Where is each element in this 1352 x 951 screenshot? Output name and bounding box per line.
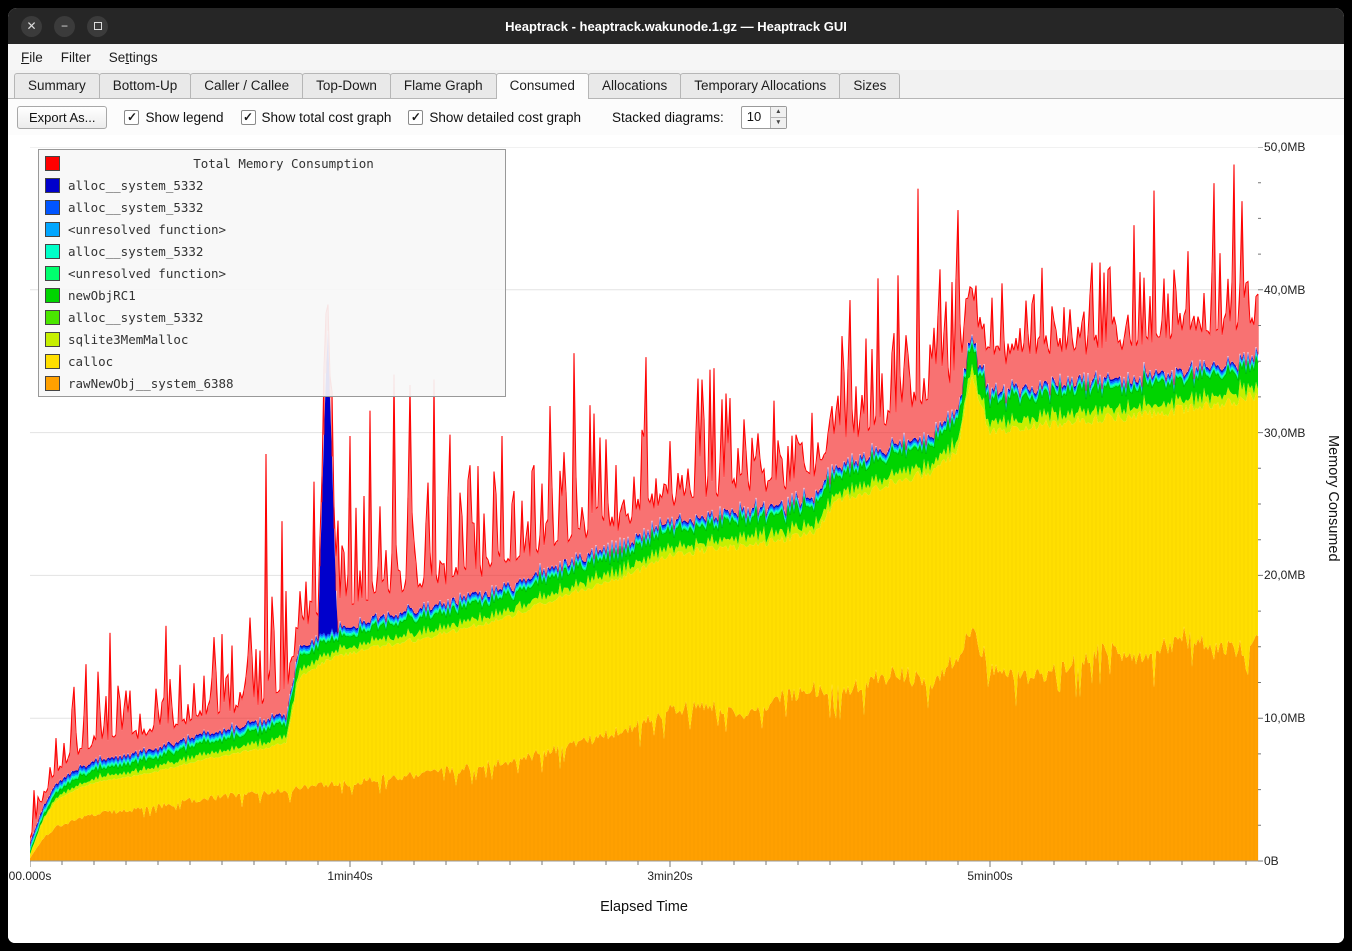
legend-item: newObjRC1: [39, 284, 505, 306]
show-total-cost-graph-checkbox[interactable]: ✓ Show total cost graph: [240, 109, 392, 125]
y-tick-label: 40,0MB: [1264, 282, 1306, 297]
y-axis-title: Memory Consumed: [1325, 434, 1341, 562]
legend-item: calloc: [39, 350, 505, 372]
spinbox-down-arrow[interactable]: ▼: [770, 116, 786, 128]
legend-color-swatch: [45, 265, 60, 281]
show-detailed-cost-graph-checkbox[interactable]: ✓ Show detailed cost graph: [408, 109, 581, 125]
chart-legend: Total Memory Consumption alloc__system_53…: [38, 149, 506, 397]
chart-area: Total Memory Consumption alloc__system_53…: [8, 135, 1344, 943]
legend-item: alloc__system_5332: [39, 306, 505, 328]
legend-item: alloc__system_5332: [39, 174, 505, 196]
spinbox-value: 10: [746, 108, 762, 124]
maximize-button[interactable]: [87, 15, 108, 37]
legend-color-swatch: [45, 353, 60, 369]
legend-label: <unresolved function>: [68, 265, 227, 281]
tab-caller-callee[interactable]: Caller / Callee: [190, 73, 304, 98]
y-tick-label: 30,0MB: [1264, 425, 1306, 440]
legend-label: alloc__system_5332: [68, 199, 204, 215]
x-axis-title: Elapsed Time: [600, 899, 688, 915]
legend-label: sqlite3MemMalloc: [68, 331, 189, 347]
x-tick-label: 1min40s: [327, 869, 373, 883]
y-tick-label: 50,0MB: [1264, 140, 1306, 154]
menu-filter[interactable]: Filter: [60, 49, 91, 65]
stacked-diagrams-spinbox[interactable]: 10 ▲ ▼: [740, 105, 787, 129]
tab-bottom-up[interactable]: Bottom-Up: [98, 73, 192, 98]
legend-label: calloc: [68, 353, 114, 369]
x-tick-label: 00.000s: [8, 869, 52, 883]
toolbar: Export As... ✓ Show legend ✓ Show total cos…: [8, 99, 1344, 135]
checkbox-label: Show legend: [145, 109, 224, 125]
minimize-button[interactable]: −: [54, 15, 75, 37]
tab-flame-graph[interactable]: Flame Graph: [389, 73, 497, 98]
legend-item: rawNewObj__system_6388: [39, 372, 505, 394]
legend-label: newObjRC1: [68, 287, 136, 303]
tab-bar: Summary Bottom-Up Caller / Callee Top-Down F…: [8, 70, 1344, 99]
legend-color-swatch: [45, 199, 60, 215]
tab-allocations[interactable]: Allocations: [587, 73, 682, 98]
tab-top-down[interactable]: Top-Down: [302, 73, 391, 98]
tab-consumed[interactable]: Consumed: [495, 73, 589, 99]
legend-color-swatch: [45, 243, 60, 259]
y-tick-label: 10,0MB: [1264, 711, 1306, 726]
legend-item: <unresolved function>: [39, 262, 505, 284]
legend-item: sqlite3MemMalloc: [39, 328, 505, 350]
legend-label: <unresolved function>: [68, 221, 227, 237]
legend-label: alloc__system_5332: [68, 177, 204, 193]
menu-file[interactable]: File: [21, 49, 43, 65]
show-legend-checkbox[interactable]: ✓ Show legend: [124, 109, 224, 125]
legend-item: alloc__system_5332: [39, 196, 505, 218]
legend-color-swatch: [45, 155, 60, 171]
legend-color-swatch: [45, 221, 60, 237]
checkbox-mark-icon: ✓: [240, 109, 256, 125]
checkbox-label: Show detailed cost graph: [429, 109, 581, 125]
titlebar[interactable]: ✕ − Heaptrack - heaptrack.wakunode.1.gz …: [8, 8, 1344, 44]
y-tick-label: 0B: [1264, 854, 1279, 868]
spinbox-up-arrow[interactable]: ▲: [770, 106, 786, 117]
tab-temporary-allocations[interactable]: Temporary Allocations: [680, 73, 841, 98]
x-tick-label: 5min00s: [967, 869, 1013, 883]
close-button[interactable]: ✕: [21, 15, 42, 37]
legend-item: <unresolved function>: [39, 218, 505, 240]
legend-item: Total Memory Consumption: [39, 152, 505, 174]
export-as-button[interactable]: Export As...: [17, 105, 108, 129]
y-tick-label: 20,0MB: [1264, 568, 1306, 583]
x-tick-label: 3min20s: [647, 869, 693, 883]
menubar: File Filter Settings: [8, 44, 1344, 70]
legend-color-swatch: [45, 309, 60, 325]
legend-color-swatch: [45, 375, 60, 391]
legend-item: alloc__system_5332: [39, 240, 505, 262]
legend-label: alloc__system_5332: [68, 309, 204, 325]
maximize-icon: [93, 22, 102, 30]
checkbox-mark-icon: ✓: [408, 109, 424, 125]
legend-label: rawNewObj__system_6388: [68, 375, 234, 391]
legend-label: alloc__system_5332: [68, 243, 204, 259]
window-title: Heaptrack - heaptrack.wakunode.1.gz — He…: [505, 18, 847, 34]
window-controls: ✕ −: [21, 8, 108, 44]
stacked-diagrams-label: Stacked diagrams:: [611, 109, 724, 125]
legend-color-swatch: [45, 177, 60, 193]
app-window: ✕ − Heaptrack - heaptrack.wakunode.1.gz …: [8, 8, 1344, 943]
legend-title: Total Memory Consumption: [193, 155, 374, 171]
menu-settings[interactable]: Settings: [108, 49, 158, 65]
tab-summary[interactable]: Summary: [14, 73, 100, 98]
checkbox-label: Show total cost graph: [261, 109, 392, 125]
checkbox-mark-icon: ✓: [124, 109, 140, 125]
memory-chart-plot[interactable]: [30, 147, 1266, 869]
legend-color-swatch: [45, 331, 60, 347]
tab-sizes[interactable]: Sizes: [839, 73, 901, 98]
legend-color-swatch: [45, 287, 60, 303]
